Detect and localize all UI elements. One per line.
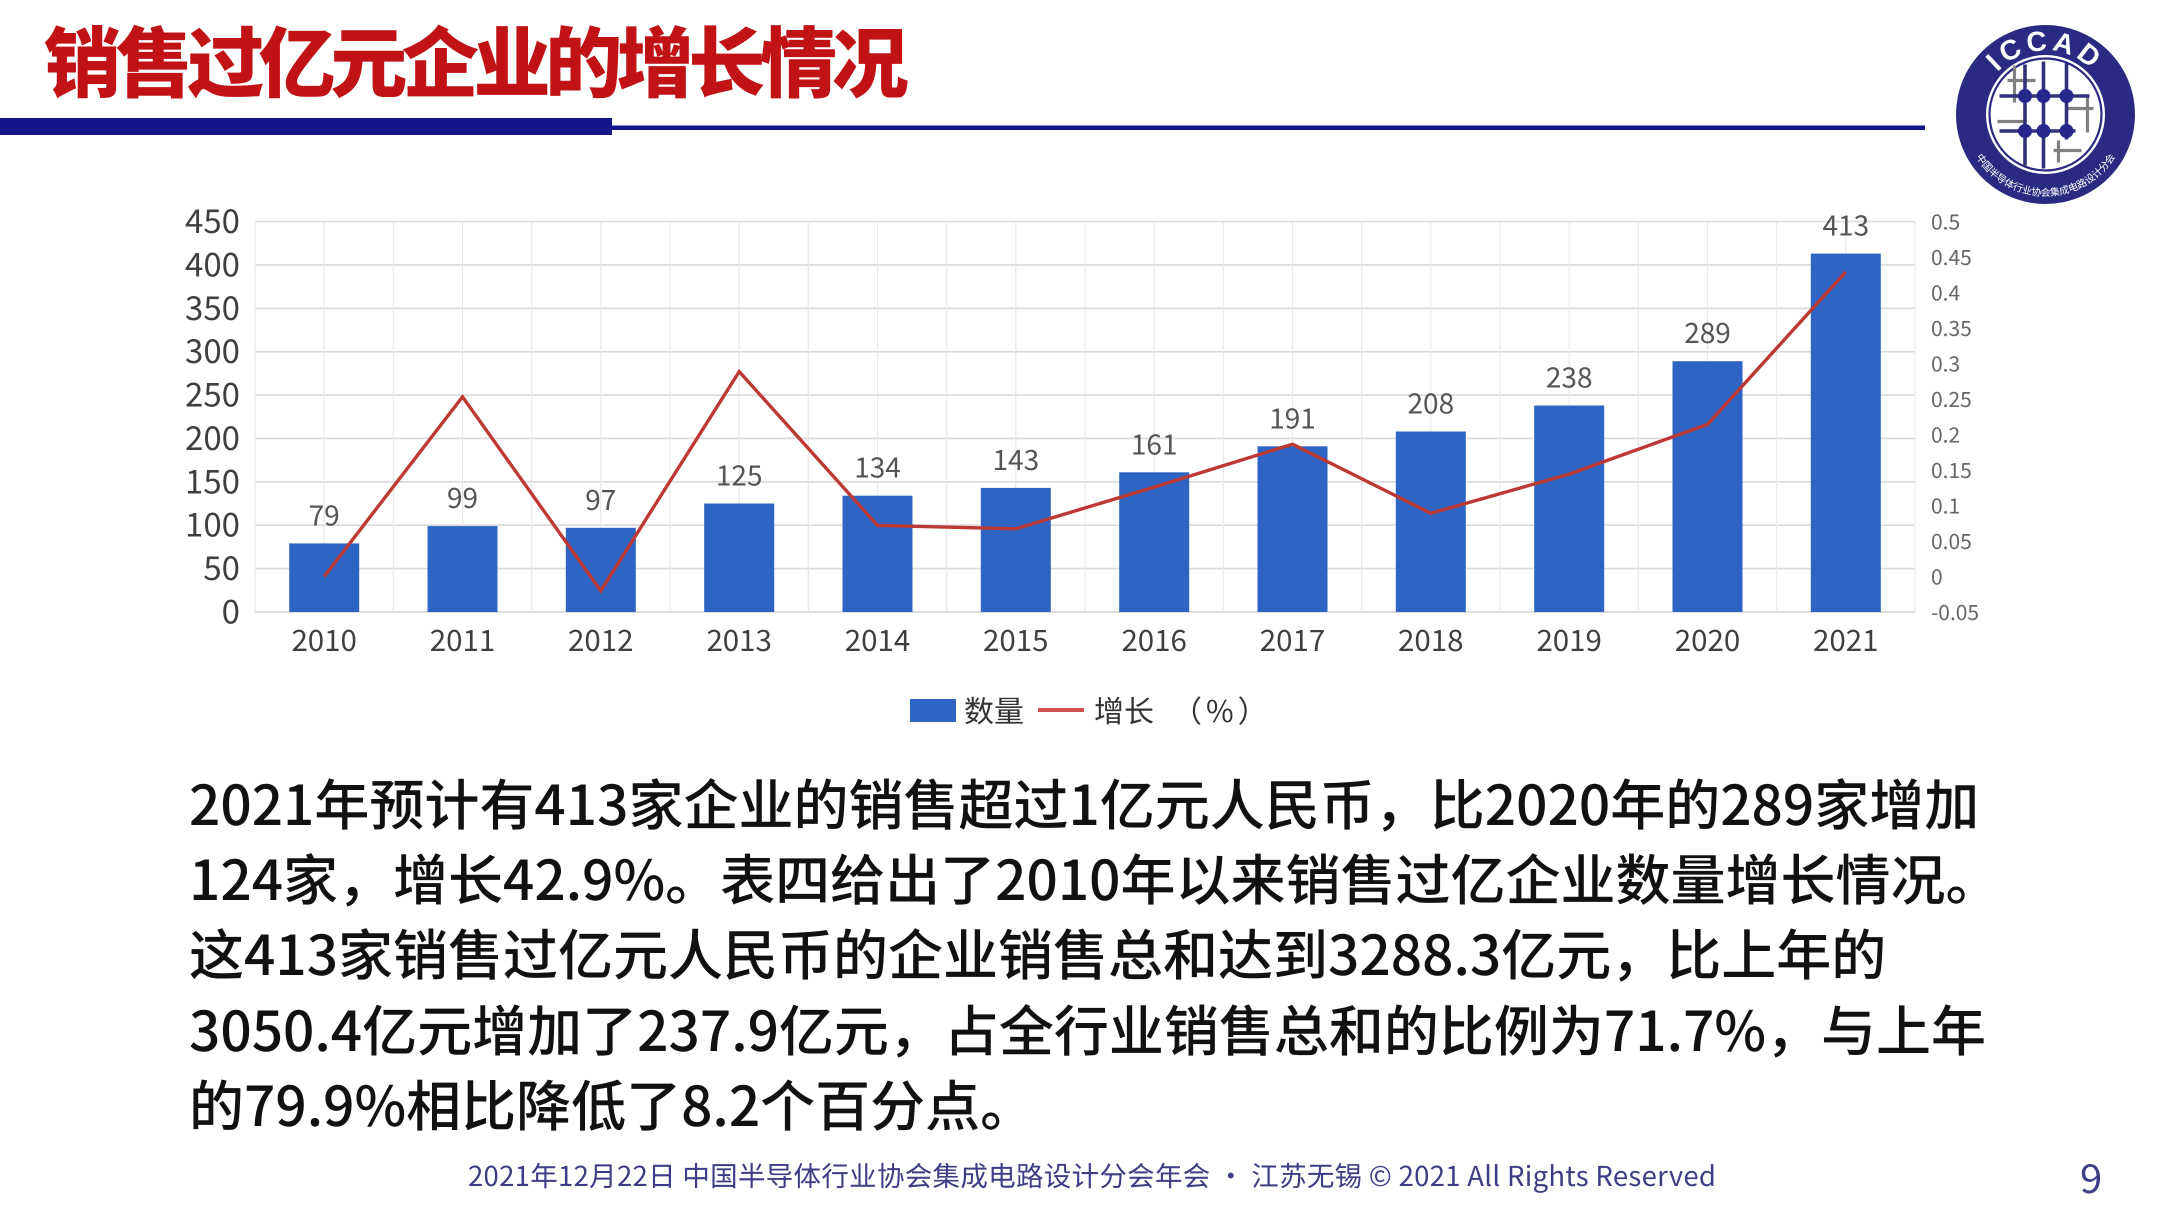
svg-text:0: 0 [222, 586, 240, 634]
svg-text:250: 250 [185, 369, 240, 417]
svg-text:0.05: 0.05 [1931, 526, 1972, 556]
svg-text:125: 125 [716, 455, 763, 495]
svg-text:2018: 2018 [1398, 618, 1464, 660]
svg-text:数量: 数量 [964, 687, 1024, 731]
svg-text:97: 97 [585, 479, 616, 519]
svg-text:2015: 2015 [983, 618, 1049, 660]
svg-text:134: 134 [854, 447, 901, 487]
svg-text:2020: 2020 [1675, 618, 1741, 660]
svg-text:161: 161 [1131, 423, 1178, 463]
svg-text:99: 99 [447, 477, 478, 517]
svg-text:0.15: 0.15 [1931, 455, 1972, 485]
svg-text:0.2: 0.2 [1931, 420, 1960, 450]
svg-text:200: 200 [185, 412, 240, 460]
svg-text:413: 413 [1822, 205, 1869, 245]
svg-text:50: 50 [203, 542, 240, 590]
svg-text:2014: 2014 [845, 618, 911, 660]
svg-text:2019: 2019 [1536, 618, 1602, 660]
svg-text:238: 238 [1546, 357, 1593, 397]
svg-text:400: 400 [185, 238, 240, 286]
svg-text:2012: 2012 [568, 618, 634, 660]
svg-text:79: 79 [309, 494, 340, 534]
svg-text:300: 300 [185, 325, 240, 373]
svg-text:2016: 2016 [1121, 618, 1187, 660]
svg-text:0.45: 0.45 [1931, 242, 1972, 272]
svg-text:0.4: 0.4 [1931, 278, 1960, 308]
svg-text:（%）: （%） [1172, 687, 1272, 731]
svg-text:100: 100 [185, 499, 240, 547]
svg-text:2011: 2011 [430, 618, 496, 660]
svg-text:0.3: 0.3 [1931, 349, 1960, 379]
svg-text:0.25: 0.25 [1931, 384, 1972, 414]
svg-text:2017: 2017 [1260, 618, 1326, 660]
svg-text:350: 350 [185, 282, 240, 330]
svg-text:150: 150 [185, 455, 240, 503]
svg-text:208: 208 [1407, 383, 1454, 423]
svg-text:450: 450 [185, 195, 240, 243]
svg-text:0: 0 [1931, 562, 1943, 592]
svg-text:增长: 增长 [1094, 687, 1154, 731]
svg-text:-0.05: -0.05 [1931, 597, 1979, 627]
svg-text:2021: 2021 [1813, 618, 1879, 660]
svg-text:2010: 2010 [291, 618, 357, 660]
svg-text:0.35: 0.35 [1931, 313, 1972, 343]
svg-text:289: 289 [1684, 312, 1731, 352]
svg-text:0.1: 0.1 [1931, 491, 1960, 521]
svg-text:143: 143 [992, 439, 1039, 479]
svg-text:2013: 2013 [706, 618, 772, 660]
svg-text:191: 191 [1269, 397, 1316, 437]
svg-text:0.5: 0.5 [1931, 207, 1960, 237]
